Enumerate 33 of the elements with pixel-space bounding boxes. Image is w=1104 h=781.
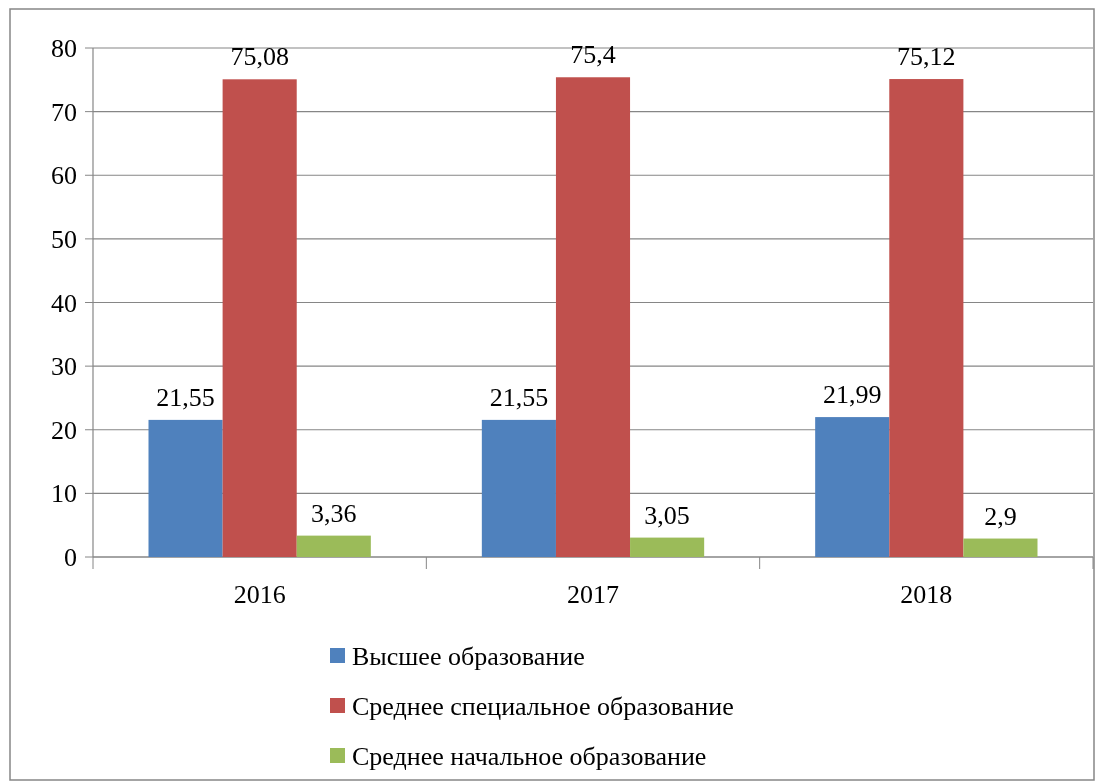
bar	[630, 537, 705, 557]
y-tick-label: 80	[51, 34, 77, 64]
bar	[296, 535, 371, 557]
y-tick-label: 0	[64, 543, 77, 573]
legend-label: Среднее специальное образование	[352, 692, 734, 722]
bar	[148, 419, 223, 557]
y-tick-label: 50	[51, 224, 77, 254]
legend-label: Среднее начальное образование	[352, 742, 707, 772]
bar	[555, 77, 631, 557]
data-label: 21,55	[489, 382, 549, 412]
y-tick-label: 30	[51, 352, 77, 382]
y-tick-label: 70	[51, 97, 77, 127]
bar	[963, 538, 1038, 557]
data-label: 2,9	[984, 501, 1017, 531]
y-tick-label: 10	[51, 479, 77, 509]
legend-label: Высшее образование	[352, 642, 585, 672]
data-label: 3,05	[644, 500, 690, 530]
bar	[889, 79, 964, 557]
y-tick-label: 20	[51, 415, 77, 445]
x-tick-label: 2017	[567, 580, 619, 609]
data-label: 75,4	[570, 40, 616, 70]
data-label: 75,12	[897, 42, 956, 72]
bar	[815, 417, 890, 557]
x-tick-label: 2016	[233, 580, 286, 609]
y-tick-label: 40	[51, 288, 77, 318]
data-label: 21,99	[822, 380, 882, 410]
y-tick-label: 60	[51, 161, 77, 191]
bar	[222, 79, 297, 557]
data-label: 75,08	[230, 42, 289, 72]
x-tick-label: 2018	[900, 580, 953, 609]
bar	[481, 419, 556, 557]
data-label: 3,36	[311, 498, 357, 528]
data-label: 21,55	[156, 382, 215, 412]
